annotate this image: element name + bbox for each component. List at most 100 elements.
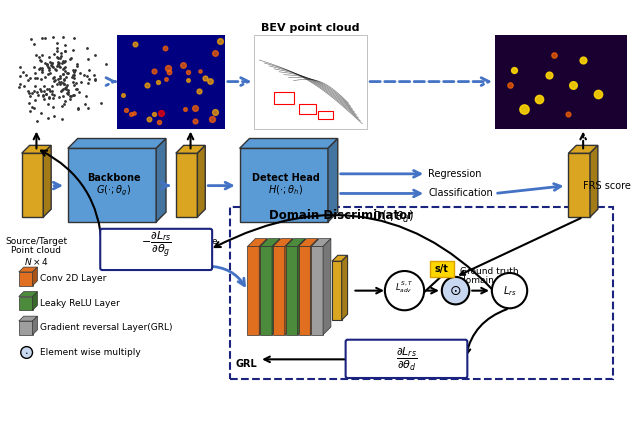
Point [72, 62, 82, 69]
Point [14, 83, 24, 90]
Point [82, 45, 92, 52]
Polygon shape [239, 148, 328, 222]
Point [58, 70, 68, 77]
Point [83, 104, 93, 111]
Point [28, 40, 38, 47]
Point [65, 56, 75, 63]
Point [60, 97, 70, 104]
Point [60, 65, 70, 72]
Point [90, 51, 100, 58]
Point [42, 85, 52, 92]
Text: BEV feature: BEV feature [164, 237, 218, 246]
Text: $D(\cdot;\theta_d)$: $D(\cdot;\theta_d)$ [372, 209, 414, 225]
Bar [274, 92, 294, 104]
Point [42, 61, 52, 68]
Point [543, 71, 554, 78]
Point [69, 91, 79, 98]
Point [31, 52, 41, 59]
Point [37, 34, 47, 41]
Text: Source/Target: Source/Target [5, 237, 67, 246]
Polygon shape [298, 246, 310, 335]
Point [25, 75, 35, 82]
Point [68, 74, 79, 81]
Text: domain label: domain label [370, 354, 429, 364]
Point [578, 56, 588, 63]
Point [207, 115, 218, 122]
Text: $N \times 4$: $N \times 4$ [24, 256, 49, 267]
Point [35, 57, 45, 64]
Point [34, 66, 44, 73]
Point [39, 96, 49, 103]
Polygon shape [311, 239, 331, 246]
Point [51, 80, 61, 87]
Circle shape [20, 347, 33, 358]
Point [200, 74, 211, 81]
Point [156, 109, 166, 116]
Point [41, 90, 51, 97]
Text: Leaky ReLU Layer: Leaky ReLU Layer [40, 299, 120, 308]
Point [68, 46, 79, 53]
Point [60, 85, 70, 92]
Point [32, 118, 42, 125]
Point [66, 55, 76, 62]
Point [58, 57, 68, 64]
Point [55, 55, 65, 62]
Polygon shape [568, 153, 590, 217]
Point [56, 86, 67, 93]
Point [22, 76, 33, 83]
Point [37, 64, 47, 71]
Point [49, 74, 59, 81]
Point [67, 92, 77, 99]
Point [47, 90, 57, 97]
Polygon shape [33, 316, 37, 335]
Point [548, 52, 559, 59]
Point [52, 75, 63, 82]
Point [50, 65, 60, 72]
Point [65, 93, 76, 100]
Polygon shape [239, 139, 338, 148]
Point [54, 72, 65, 79]
Point [54, 62, 65, 69]
Point [83, 55, 93, 62]
Text: $L_{adv}^{S,T}$: $L_{adv}^{S,T}$ [396, 280, 413, 295]
Point [69, 72, 79, 79]
Text: $C \times H \times W$: $C \times H \times W$ [168, 246, 214, 257]
Point [40, 59, 50, 66]
Text: Ground truth: Ground truth [460, 267, 519, 275]
Point [60, 47, 70, 54]
Point [58, 79, 68, 86]
Point [49, 113, 59, 120]
Point [81, 92, 91, 99]
Point [84, 66, 94, 73]
Point [59, 59, 69, 66]
Circle shape [385, 271, 424, 310]
Point [568, 81, 579, 88]
Point [62, 69, 72, 76]
Point [25, 108, 35, 115]
Point [52, 63, 63, 70]
Polygon shape [176, 146, 205, 153]
Point [32, 89, 42, 96]
Text: $\odot$: $\odot$ [449, 284, 461, 298]
Point [73, 106, 83, 113]
Point [29, 70, 40, 77]
Text: Classification: Classification [428, 188, 493, 198]
Point [44, 86, 54, 93]
Point [60, 63, 70, 70]
Point [49, 77, 60, 84]
Polygon shape [298, 239, 318, 246]
Polygon shape [273, 246, 285, 335]
Point [39, 88, 49, 95]
Point [76, 70, 86, 77]
Point [51, 39, 61, 46]
Point [129, 41, 140, 48]
Point [48, 103, 58, 110]
Point [61, 85, 71, 92]
Point [125, 110, 136, 117]
Point [79, 101, 90, 108]
Point [47, 88, 58, 95]
Polygon shape [176, 153, 197, 217]
FancyBboxPatch shape [254, 35, 367, 128]
Point [163, 65, 173, 72]
Point [21, 71, 31, 78]
